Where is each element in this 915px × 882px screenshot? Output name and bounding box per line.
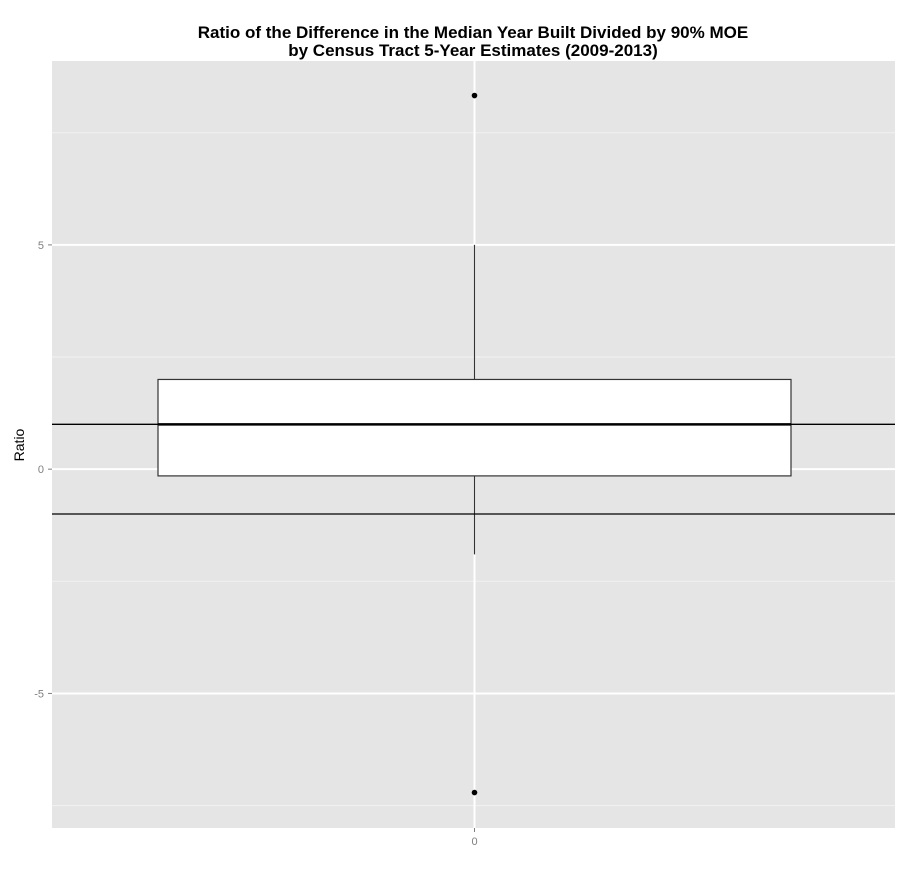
box-marks (52, 92, 895, 796)
y-axis-label: Ratio (11, 428, 27, 461)
chart-title-line-1: Ratio of the Difference in the Median Ye… (198, 23, 748, 42)
x-tick-label: 0 (471, 836, 477, 848)
axes: -5 0 5 0 (34, 240, 477, 848)
y-tick-label: -5 (34, 688, 44, 700)
outlier-point (471, 92, 478, 99)
y-tick-label: 5 (38, 240, 44, 252)
y-tick-label: 0 (38, 464, 44, 476)
chart-title-line-2: by Census Tract 5-Year Estimates (2009-2… (288, 41, 657, 60)
box (157, 378, 792, 477)
outlier-point (471, 789, 478, 796)
